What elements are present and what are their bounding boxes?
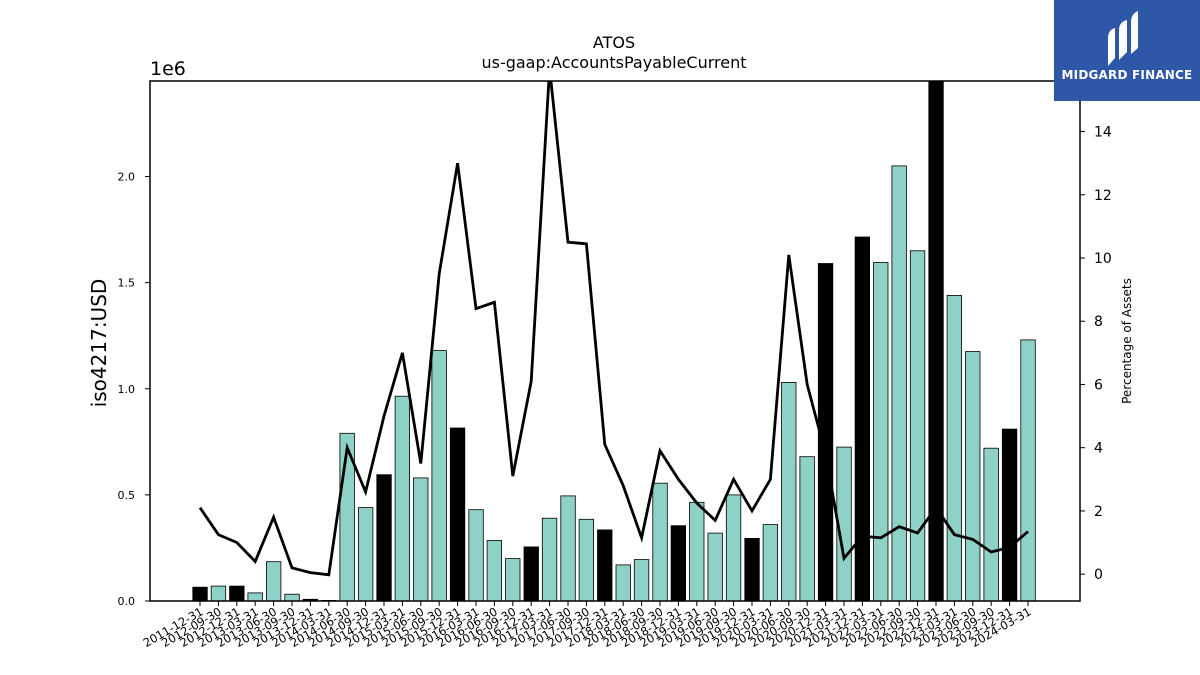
bar	[597, 529, 613, 601]
percentage-line	[198, 81, 1029, 577]
bar	[725, 494, 742, 601]
bar	[670, 525, 686, 601]
bar	[192, 586, 208, 601]
bar	[284, 593, 300, 601]
bar	[965, 351, 981, 601]
brand-name: MIDGARD FINANCE	[1061, 68, 1193, 82]
bar	[946, 294, 962, 601]
bar	[817, 263, 834, 601]
bar	[210, 585, 227, 601]
bar	[431, 350, 447, 601]
y2-axis-label: Percentage of Assets	[1120, 278, 1134, 404]
bar	[1001, 428, 1018, 601]
plot-frame	[149, 80, 1081, 602]
y-tick-label: 1.0	[118, 383, 136, 396]
bar	[707, 532, 723, 601]
bar	[229, 585, 245, 601]
y-tick-label: 2.0	[118, 171, 136, 184]
bar	[983, 447, 999, 601]
y2-tick-label: 14	[1094, 125, 1112, 141]
bar	[357, 507, 374, 601]
bar	[928, 81, 944, 601]
bar	[265, 561, 282, 601]
bar	[486, 540, 503, 601]
bar	[633, 559, 650, 601]
right-axis: 0 2 4 6 8 10 12 14	[1080, 125, 1112, 583]
bar	[523, 546, 539, 601]
y2-tick-label: 12	[1094, 188, 1112, 204]
bar	[1020, 339, 1036, 601]
y2-tick-label: 6	[1094, 377, 1103, 393]
bar	[449, 427, 466, 601]
bar	[689, 501, 705, 601]
brand-logo: MIDGARD FINANCE	[1054, 0, 1200, 101]
bar	[799, 456, 815, 601]
bar	[615, 564, 631, 601]
y-axis-label: iso4217:USD	[87, 279, 111, 408]
x-axis: 2011-12-312012-09-302012-12-312013-03-31…	[141, 601, 1034, 650]
bar	[744, 538, 760, 601]
bar	[541, 517, 558, 601]
y-tick-label: 0.5	[118, 489, 136, 502]
left-axis: 0.0 0.5 1.0 1.5 2.0	[118, 171, 150, 608]
bar	[781, 381, 797, 601]
bar	[873, 262, 889, 601]
bar	[560, 495, 576, 601]
y-tick-label: 1.5	[118, 277, 136, 290]
bar	[413, 477, 429, 601]
y-offset-label: 1e6	[150, 58, 186, 80]
bar	[376, 474, 392, 601]
bar	[578, 518, 594, 601]
bar	[247, 592, 263, 601]
bar	[762, 524, 778, 601]
y2-tick-label: 8	[1094, 314, 1103, 330]
bar	[909, 250, 926, 601]
y2-tick-label: 2	[1094, 504, 1103, 520]
y-tick-label: 0.0	[118, 595, 136, 608]
bar	[468, 509, 484, 601]
y2-tick-label: 4	[1094, 441, 1103, 457]
bar	[854, 236, 870, 601]
bar	[891, 165, 907, 601]
y2-tick-label: 0	[1094, 567, 1103, 583]
brand-mark-icon	[1108, 11, 1138, 66]
y2-tick-label: 10	[1094, 251, 1112, 267]
bar	[652, 482, 668, 601]
chart-title: ATOS	[593, 33, 635, 52]
chart-subtitle: us-gaap:AccountsPayableCurrent	[481, 53, 746, 72]
bar	[505, 558, 521, 601]
bar	[394, 395, 411, 601]
line-series	[198, 81, 1029, 577]
